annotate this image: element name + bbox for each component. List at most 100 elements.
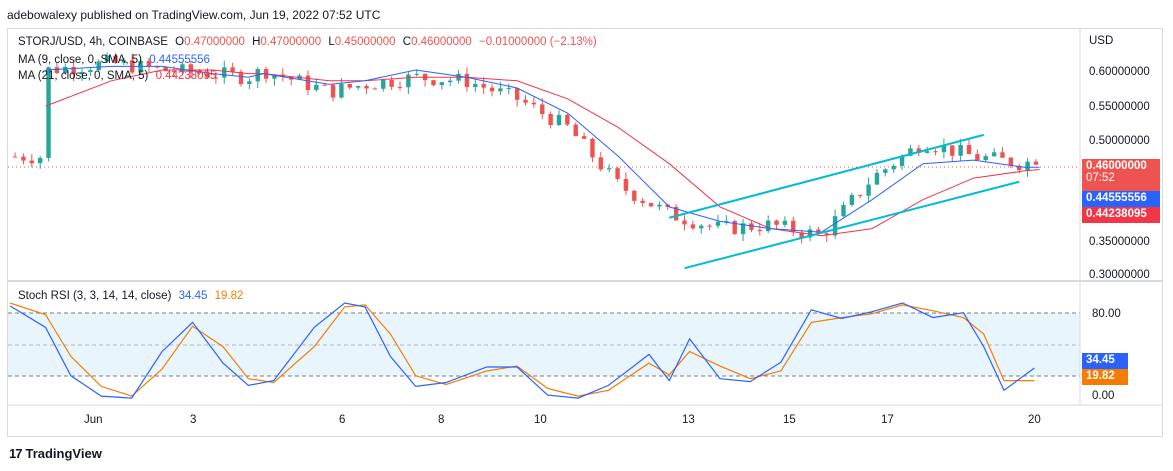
candle-body — [104, 55, 110, 62]
last-price-tag: 0.46000000 07:52 — [1082, 159, 1160, 191]
candle-body — [272, 74, 277, 79]
candle-body — [372, 88, 378, 90]
candle-body — [314, 84, 319, 91]
candle-body — [523, 99, 528, 103]
ohlc-legend: STORJ/USD, 4h, COINBASE O0.47000000 H0.4… — [18, 36, 597, 48]
low-value: 0.45000000 — [334, 36, 396, 48]
price-tick: 0.60000000 — [1089, 66, 1150, 78]
candle-body — [749, 223, 754, 230]
tradingview-brand[interactable]: 17 TradingView — [9, 446, 102, 461]
candle-body — [1033, 161, 1039, 165]
candle-body — [933, 151, 938, 153]
high-value: 0.47000000 — [260, 36, 322, 48]
candle-body — [330, 84, 336, 98]
candle-body — [54, 67, 60, 73]
candle-body — [381, 79, 386, 89]
candle-body — [514, 88, 520, 100]
open-value: 0.47000000 — [184, 36, 245, 48]
candle-body — [355, 86, 361, 88]
ma21-legend[interactable]: MA (21, close, 0, SMA, 5) 0.44238095 — [18, 70, 216, 82]
candle-body — [180, 64, 185, 73]
candle-body — [724, 221, 729, 223]
candle-body — [849, 195, 855, 205]
close-value: 0.46000000 — [411, 36, 472, 48]
candle-body — [606, 168, 612, 170]
brand-label: TradingView — [25, 446, 102, 461]
rsi-tick: 80.00 — [1092, 308, 1121, 320]
candle-body — [623, 178, 629, 191]
price-tick: 0.30000000 — [1089, 269, 1150, 281]
candle-body — [88, 70, 93, 73]
candle-body — [891, 165, 896, 170]
candle-body — [389, 79, 394, 87]
candle-body — [991, 152, 997, 157]
ma21-price-tag: 0.44238095 — [1082, 207, 1160, 223]
trendline[interactable] — [684, 180, 1020, 270]
candle-body — [548, 114, 553, 125]
trendlines-group — [669, 133, 1020, 270]
stoch-k-tag: 34.45 — [1082, 353, 1128, 369]
trendline[interactable] — [669, 133, 984, 219]
candle-body — [188, 64, 193, 73]
candle-body — [473, 84, 478, 88]
rsi-tick: 0.00 — [1092, 390, 1115, 402]
candle-body — [598, 157, 604, 170]
ma9-value: 0.44555556 — [149, 54, 210, 66]
ma21-line — [45, 69, 1040, 237]
candle-body — [121, 60, 127, 63]
candle-body — [640, 200, 645, 203]
candle-body — [21, 156, 26, 161]
candle-body — [799, 232, 804, 238]
time-tick: 15 — [783, 414, 796, 426]
candle-body — [406, 74, 411, 88]
stoch-label: Stoch RSI (3, 3, 14, 14, close) — [18, 290, 172, 302]
candle-body — [916, 148, 921, 153]
candle-body — [958, 144, 963, 156]
candle-body — [347, 83, 352, 88]
currency-label[interactable]: USD — [1089, 35, 1114, 47]
candle-body — [740, 223, 746, 235]
candles-group — [12, 52, 1039, 244]
time-tick: 20 — [1028, 414, 1041, 426]
candle-body — [230, 67, 235, 72]
candle-body — [950, 145, 955, 156]
candle-body — [816, 229, 821, 234]
candle-body — [682, 220, 687, 225]
ma9-price-tag: 0.44555556 — [1082, 191, 1160, 207]
stoch-legend[interactable]: Stoch RSI (3, 3, 14, 14, close) 34.45 19… — [18, 290, 243, 302]
candle-body — [1025, 161, 1030, 171]
candle-body — [305, 75, 311, 91]
ma9-legend[interactable]: MA (9, close, 0, SMA, 5) 0.44555556 — [18, 54, 210, 66]
stoch-d-value: 19.82 — [214, 290, 244, 302]
candle-body — [46, 67, 51, 158]
candle-body — [615, 168, 620, 179]
candle-body — [397, 86, 403, 88]
candle-body — [96, 61, 101, 71]
candle-body — [924, 151, 930, 153]
time-tick: 17 — [881, 414, 894, 426]
candle-body — [498, 88, 503, 92]
candle-body — [908, 148, 913, 156]
symbol-label[interactable]: STORJ/USD, 4h, COINBASE — [18, 36, 168, 48]
candle-body — [163, 66, 168, 72]
time-tick: 6 — [339, 414, 346, 426]
ma21-label: MA (21, close, 0, SMA, 5) — [18, 70, 149, 82]
chart-frame — [7, 28, 1163, 437]
candle-body — [489, 87, 495, 92]
candle-body — [757, 229, 763, 232]
candle-body — [414, 73, 419, 75]
ma9-line — [45, 65, 1040, 233]
candle-body — [247, 81, 252, 85]
candle-body — [832, 216, 838, 236]
candle-body — [556, 114, 562, 125]
candle-body — [29, 160, 35, 164]
stoch-d-tag: 19.82 — [1082, 369, 1128, 385]
time-tick: Jun — [84, 414, 103, 426]
candle-body — [975, 154, 980, 161]
candle-body — [858, 195, 863, 197]
candle-body — [941, 145, 947, 153]
candle-body — [715, 221, 721, 226]
candle-body — [79, 72, 85, 75]
stoch-k-value: 34.45 — [178, 290, 208, 302]
